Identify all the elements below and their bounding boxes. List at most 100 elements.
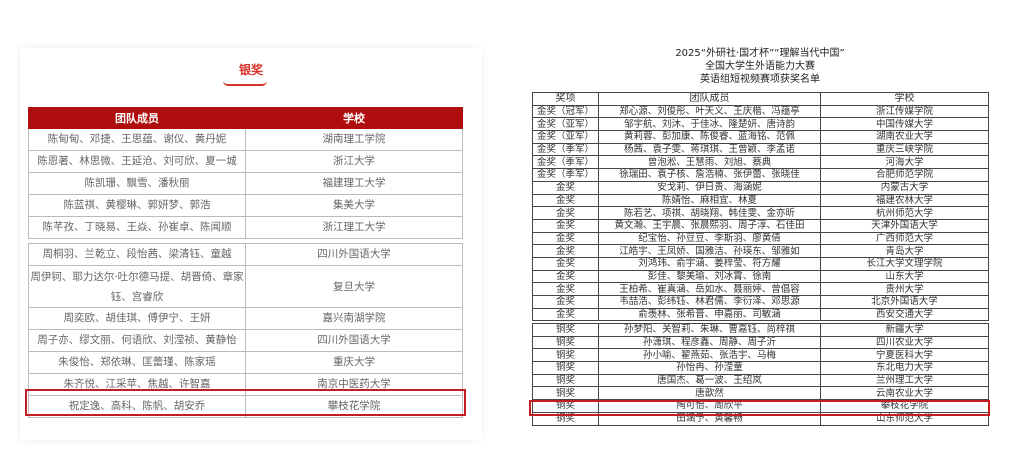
silver-award-table-part2: 周桐羽、兰乾立、段怡茜、梁清钰、童越 四川外国语大学 周伊钶、耶力达尔·吐尔德马提、… xyxy=(28,243,463,418)
award-list-table-part1: 奖项 团队成员 学校 金奖（冠军） 郑心源、刘俊彤、叶天义、王庆楷、冯蕴亭 浙江传媒… xyxy=(532,92,989,322)
table-row: 金奖 韦喆浩、彭纬钰、林君儒、李衍泽、邓思源 北京外国语大学 xyxy=(532,295,989,309)
table-row: 金奖（亚军） 黄莉蓉、彭加康、陈俊睿、蓝海铭、范佩 湖南农业大学 xyxy=(532,130,989,144)
table-row: 金奖 江皓宇、王凤娇、国雅洁、孙瑛东、邹雅如 青岛大学 xyxy=(532,244,989,258)
school-cell: 中国传媒大学 xyxy=(820,117,989,132)
school-cell: 浙江理工大学 xyxy=(245,216,463,239)
table-row: 陈恩著、林思微、王延沧、刘可欣、夏一城 浙江大学 xyxy=(28,150,463,173)
members-cell: 朱俊怡、郑依琳、匡蕾瑾、陈家瑶 xyxy=(28,351,246,374)
table-row: 金奖（冠军） 郑心源、刘俊彤、叶天义、王庆楷、冯蕴亭 浙江传媒学院 xyxy=(532,104,989,119)
school-cell: 内蒙古大学 xyxy=(820,180,989,195)
table-row: 铜奖 孙小喻、翟燕茹、张浩宇、马梅 宁夏医科大学 xyxy=(532,348,989,363)
table-row: 铜奖 孙潇琪、程彦鑫、周静、周子沂 四川农业大学 xyxy=(532,335,989,350)
school-cell: 云南农业大学 xyxy=(820,386,989,401)
school-cell: 宁夏医科大学 xyxy=(820,348,989,363)
table-row: 金奖 王柏希、崔真涵、岳如水、聂丽婷、曾倡容 贵州大学 xyxy=(532,282,989,296)
school-cell: 四川外国语大学 xyxy=(245,243,463,266)
school-cell: 浙江大学 xyxy=(245,150,463,173)
heading-underline xyxy=(223,81,267,86)
award-cell: 金奖（冠军） xyxy=(532,104,599,119)
members-cell: 孙潇琪、程彦鑫、周静、周子沂 xyxy=(598,335,821,350)
award-cell: 金奖 xyxy=(532,244,599,258)
members-cell: 陈芊孜、丁晓易、王焱、孙崔卓、陈闻顺 xyxy=(28,216,246,239)
table-row: 金奖 彭佳、黎美瑜、刘冰霄、徐南 山东大学 xyxy=(532,269,989,284)
members-cell: 唐歆然 xyxy=(598,386,821,401)
table-row: 金奖 陈若艺、项祺、胡晓翔、韩佳雯、金亦昕 杭州师范大学 xyxy=(532,206,989,220)
table-row: 铜奖 唐歆然 云南农业大学 xyxy=(532,386,989,401)
column-header-school: 学校 xyxy=(820,92,989,106)
list-title-line-1: 2025“外研社·国才杯”“理解当代中国” xyxy=(675,48,845,59)
table-row: 铜奖 孙梦阳、关智莉、朱琳、曹嘉钰、尚梓祺 新疆大学 xyxy=(532,323,989,337)
school-cell: 新疆大学 xyxy=(820,323,989,337)
members-cell: 陈恩著、林思微、王延沧、刘可欣、夏一城 xyxy=(28,150,246,173)
award-cell: 金奖 xyxy=(532,256,599,271)
table-row: 周桐羽、兰乾立、段怡茜、梁清钰、童越 四川外国语大学 xyxy=(28,243,463,266)
table-row: 陈蓝祺、黄樱琳、郭妍梦、郭浩 集美大学 xyxy=(28,194,463,217)
silver-award-table-part1: 团队成员 学校 陈甸甸、邓捷、王思蕴、谢仪、黄丹妮 湖南理工学院 陈恩著、林思微、王… xyxy=(28,107,463,239)
table-row: 陈甸甸、邓捷、王思蕴、谢仪、黄丹妮 湖南理工学院 xyxy=(28,128,463,151)
members-cell: 杨茜、袁子雯、蒋琪琪、王曾颖、李孟诺 xyxy=(598,142,821,157)
award-cell: 金奖 xyxy=(532,295,599,309)
members-cell: 周桐羽、兰乾立、段怡茜、梁清钰、童越 xyxy=(28,243,246,266)
award-cell: 金奖（季军） xyxy=(532,168,599,182)
table-row: 朱俊怡、郑依琳、匡蕾瑾、陈家瑶 重庆大学 xyxy=(28,351,463,374)
members-cell: 陈甸甸、邓捷、王思蕴、谢仪、黄丹妮 xyxy=(28,128,246,151)
school-cell: 攀枝花学院 xyxy=(245,395,463,418)
award-cell: 金奖（亚军） xyxy=(532,130,599,144)
members-cell: 孙小喻、翟燕茹、张浩宇、马梅 xyxy=(598,348,821,363)
table-row: 金奖 安戈莉、伊日贵、海涵妮 内蒙古大学 xyxy=(532,180,989,195)
award-cell: 金奖 xyxy=(532,180,599,195)
table-row: 铜奖 孙怡冉、孙滢童 东北电力大学 xyxy=(532,361,989,375)
column-header-members: 团队成员 xyxy=(598,92,821,106)
column-header-school: 学校 xyxy=(245,107,463,129)
school-cell: 合肥师范学院 xyxy=(820,168,989,182)
school-cell: 天津外国语大学 xyxy=(820,218,989,233)
award-cell: 金奖 xyxy=(532,282,599,296)
table-row: 陈凯珊、飘雪、潘秋丽 福建理工大学 xyxy=(28,172,463,195)
school-cell: 山东大学 xyxy=(820,269,989,284)
school-cell: 嘉兴南湖学院 xyxy=(245,307,463,330)
school-cell: 福建理工大学 xyxy=(245,172,463,195)
award-cell: 金奖（季军） xyxy=(532,142,599,157)
members-cell: 周伊钶、耶力达尔·吐尔德马提、胡晋倚、章家钰、宫睿欣 xyxy=(28,265,246,308)
award-cell: 金奖 xyxy=(532,307,599,322)
award-cell: 铜奖 xyxy=(532,361,599,375)
highlight-box-left xyxy=(25,389,466,416)
list-title-line-2: 全国大学生外语能力大赛 xyxy=(705,61,815,72)
school-cell: 西安交通大学 xyxy=(820,307,989,322)
table-row: 金奖 纪宝怡、孙豆豆、李斯羽、廖黄倩 广西师范大学 xyxy=(532,231,989,246)
table-row: 金奖 刘鸿玮、俞宇涵、姜梓莹、符方耀 长江大学文理学院 xyxy=(532,256,989,271)
table-row: 金奖（季军） 徐瑞田、袁子核、詹浩楠、张伊蕾、张晓佳 合肥师范学院 xyxy=(532,168,989,182)
table-row: 铜奖 唐国杰、葛一波、王绍岚 兰州理工大学 xyxy=(532,373,989,388)
list-title-line-3: 英语组短视频赛项获奖名单 xyxy=(700,74,820,85)
members-cell: 韦喆浩、彭纬钰、林君儒、李衍泽、邓思源 xyxy=(598,295,821,309)
school-cell: 兰州理工大学 xyxy=(820,373,989,388)
table-row: 祝定逸、高科、陈帆、胡安乔 攀枝花学院 xyxy=(28,395,463,418)
school-cell: 湖南农业大学 xyxy=(820,130,989,144)
school-cell: 湖南理工学院 xyxy=(245,128,463,151)
table-row: 周子亦、缪文丽、何语欣、刘滢祯、黄静怡 四川外国语大学 xyxy=(28,329,463,352)
members-cell: 陈若艺、项祺、胡晓翔、韩佳雯、金亦昕 xyxy=(598,206,821,220)
school-cell: 四川农业大学 xyxy=(820,335,989,350)
members-cell: 陈蓝祺、黄樱琳、郭妍梦、郭浩 xyxy=(28,194,246,217)
school-cell: 长江大学文理学院 xyxy=(820,256,989,271)
column-header-members: 团队成员 xyxy=(28,107,246,129)
table-row: 金奖（季军） 曾泡淞、王慧雨、刘旭、蔡典 河海大学 xyxy=(532,155,989,170)
award-cell: 金奖 xyxy=(532,218,599,233)
members-cell: 刘鸿玮、俞宇涵、姜梓莹、符方耀 xyxy=(598,256,821,271)
school-cell: 杭州师范大学 xyxy=(820,206,989,220)
award-cell: 金奖 xyxy=(532,269,599,284)
members-cell: 陈婧怡、麻相宜、林夏 xyxy=(598,193,821,208)
award-cell: 铜奖 xyxy=(532,386,599,401)
award-cell: 铜奖 xyxy=(532,348,599,363)
school-cell: 东北电力大学 xyxy=(820,361,989,375)
table-row: 金奖 俞羡林、张希晋、申嘉丽、司敏涵 西安交通大学 xyxy=(532,307,989,322)
members-cell: 祝定逸、高科、陈帆、胡安乔 xyxy=(28,395,246,418)
school-cell: 复旦大学 xyxy=(245,265,463,308)
award-cell: 铜奖 xyxy=(532,323,599,337)
school-cell: 青岛大学 xyxy=(820,244,989,258)
members-cell: 黄文瀚、王宇晨、张晨熙羽、周子淳、石佳田 xyxy=(598,218,821,233)
award-list-table-part2: 铜奖 孙梦阳、关智莉、朱琳、曹嘉钰、尚梓祺 新疆大学 铜奖 孙潇琪、程彦鑫、周静、周子沂… xyxy=(532,323,989,426)
column-header-award: 奖项 xyxy=(532,92,599,106)
table-row: 周伊钶、耶力达尔·吐尔德马提、胡晋倚、章家钰、宫睿欣 复旦大学 xyxy=(28,265,463,308)
members-cell: 彭佳、黎美瑜、刘冰霄、徐南 xyxy=(598,269,821,284)
